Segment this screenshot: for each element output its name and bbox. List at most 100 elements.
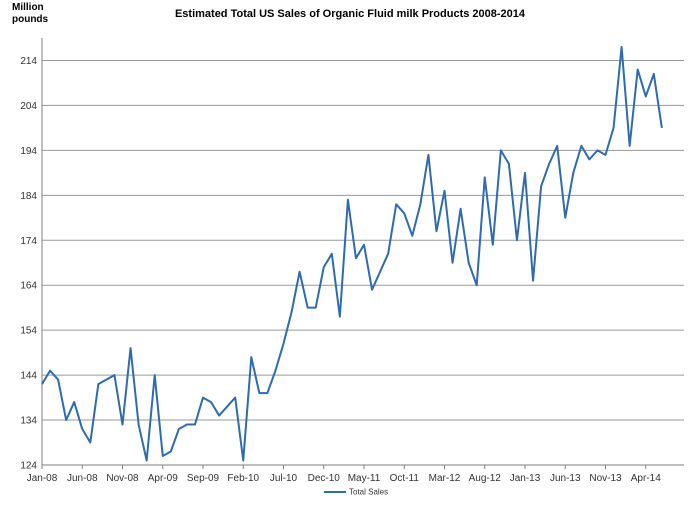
x-tick-label: Jan-13 xyxy=(510,473,541,484)
y-tick-label: 124 xyxy=(20,461,37,472)
data-point xyxy=(226,405,228,407)
data-point xyxy=(516,239,518,241)
gridlines xyxy=(42,59,684,421)
data-point xyxy=(242,459,244,461)
data-point xyxy=(637,68,639,70)
y-tick-label: 154 xyxy=(20,326,37,337)
y-tick-label: 204 xyxy=(20,101,37,112)
data-point xyxy=(210,401,212,403)
data-point xyxy=(484,176,486,178)
x-tick-label: Sep-09 xyxy=(187,473,220,484)
data-point xyxy=(331,253,333,255)
data-point xyxy=(620,46,622,48)
data-point xyxy=(89,441,91,443)
data-point xyxy=(282,342,284,344)
y-tick-label: 134 xyxy=(20,416,37,427)
data-point xyxy=(588,158,590,160)
data-point xyxy=(97,383,99,385)
series-group xyxy=(41,45,663,462)
x-tick-label: Jul-10 xyxy=(270,473,298,484)
data-point xyxy=(379,271,381,273)
data-point xyxy=(347,199,349,201)
data-point xyxy=(137,423,139,425)
data-point xyxy=(500,149,502,151)
data-point xyxy=(661,127,663,129)
data-point xyxy=(564,217,566,219)
x-tick-label: Mar-12 xyxy=(429,473,461,484)
data-point xyxy=(339,315,341,317)
x-tick-label: Apr-14 xyxy=(631,473,661,484)
y-axis-label-line2: pounds xyxy=(12,14,49,25)
y-tick-label: 174 xyxy=(20,236,37,247)
data-point xyxy=(306,306,308,308)
y-tick-label: 184 xyxy=(20,191,37,202)
legend-label: Total Sales xyxy=(349,488,388,497)
data-point xyxy=(476,284,478,286)
data-point xyxy=(258,392,260,394)
data-point xyxy=(154,374,156,376)
data-point xyxy=(290,311,292,313)
x-tick-label: Apr-09 xyxy=(148,473,178,484)
data-point xyxy=(645,95,647,97)
data-point xyxy=(323,266,325,268)
x-tick-label: Jun-13 xyxy=(550,473,581,484)
data-point xyxy=(371,289,373,291)
data-point xyxy=(218,414,220,416)
data-point xyxy=(572,172,574,174)
y-axis-label: Million pounds xyxy=(12,2,72,26)
y-tick-label: 164 xyxy=(20,281,37,292)
data-point xyxy=(266,392,268,394)
data-point xyxy=(443,190,445,192)
data-point xyxy=(451,262,453,264)
data-point xyxy=(250,356,252,358)
y-axis-ticks: 124 134 144 154 164 174 184 194 204 214 xyxy=(20,56,37,472)
data-point xyxy=(65,419,67,421)
x-tick-label: Feb-10 xyxy=(227,473,259,484)
data-point xyxy=(540,185,542,187)
x-tick-label: Jun-08 xyxy=(67,473,98,484)
data-point xyxy=(170,450,172,452)
data-point xyxy=(113,374,115,376)
data-point xyxy=(49,369,51,371)
data-point xyxy=(524,172,526,174)
data-point xyxy=(194,423,196,425)
data-point xyxy=(395,203,397,205)
data-point xyxy=(548,163,550,165)
data-point xyxy=(315,306,317,308)
data-point xyxy=(355,257,357,259)
y-axis-label-line1: Million xyxy=(12,2,44,13)
data-point xyxy=(121,423,123,425)
data-point xyxy=(427,154,429,156)
data-point xyxy=(81,428,83,430)
data-point xyxy=(532,280,534,282)
data-point xyxy=(41,383,43,385)
x-tick-label: Oct-11 xyxy=(390,473,420,484)
data-point xyxy=(105,378,107,380)
data-point xyxy=(186,423,188,425)
data-point xyxy=(467,262,469,264)
data-point xyxy=(274,369,276,371)
data-point xyxy=(459,208,461,210)
x-tick-label: Dec-10 xyxy=(308,473,341,484)
data-point xyxy=(580,145,582,147)
data-point xyxy=(363,244,365,246)
data-point xyxy=(596,149,598,151)
data-point xyxy=(298,271,300,273)
chart-title: Estimated Total US Sales of Organic Flui… xyxy=(174,8,526,20)
data-point xyxy=(403,212,405,214)
data-point xyxy=(419,203,421,205)
x-tick-label: May-11 xyxy=(348,473,381,484)
data-point xyxy=(604,154,606,156)
data-point xyxy=(435,230,437,232)
data-point xyxy=(387,253,389,255)
data-point xyxy=(73,401,75,403)
data-point xyxy=(234,396,236,398)
y-tick-label: 214 xyxy=(20,56,37,67)
y-tick-label: 194 xyxy=(20,146,37,157)
x-tick-label: Nov-08 xyxy=(106,473,139,484)
data-point xyxy=(129,347,131,349)
series-line-total-sales xyxy=(41,45,663,462)
data-point xyxy=(202,396,204,398)
axes xyxy=(41,38,684,466)
